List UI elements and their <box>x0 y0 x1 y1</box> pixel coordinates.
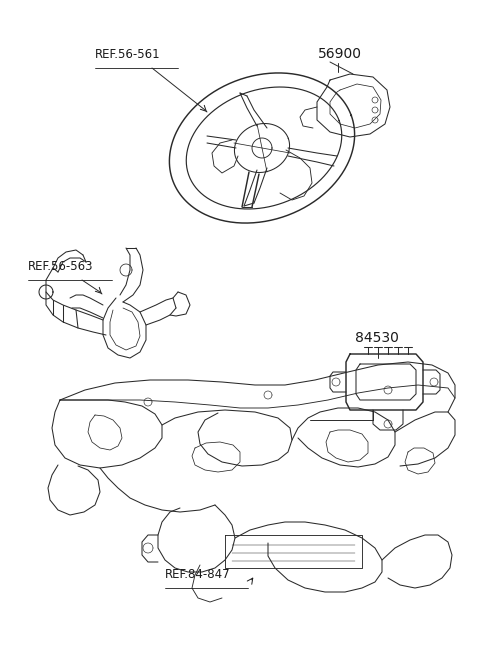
Text: 84530: 84530 <box>355 331 399 345</box>
Text: REF.56-563: REF.56-563 <box>28 260 94 273</box>
Text: REF.56-561: REF.56-561 <box>95 48 161 61</box>
Text: 56900: 56900 <box>318 47 362 61</box>
Text: REF.84-847: REF.84-847 <box>165 568 230 581</box>
